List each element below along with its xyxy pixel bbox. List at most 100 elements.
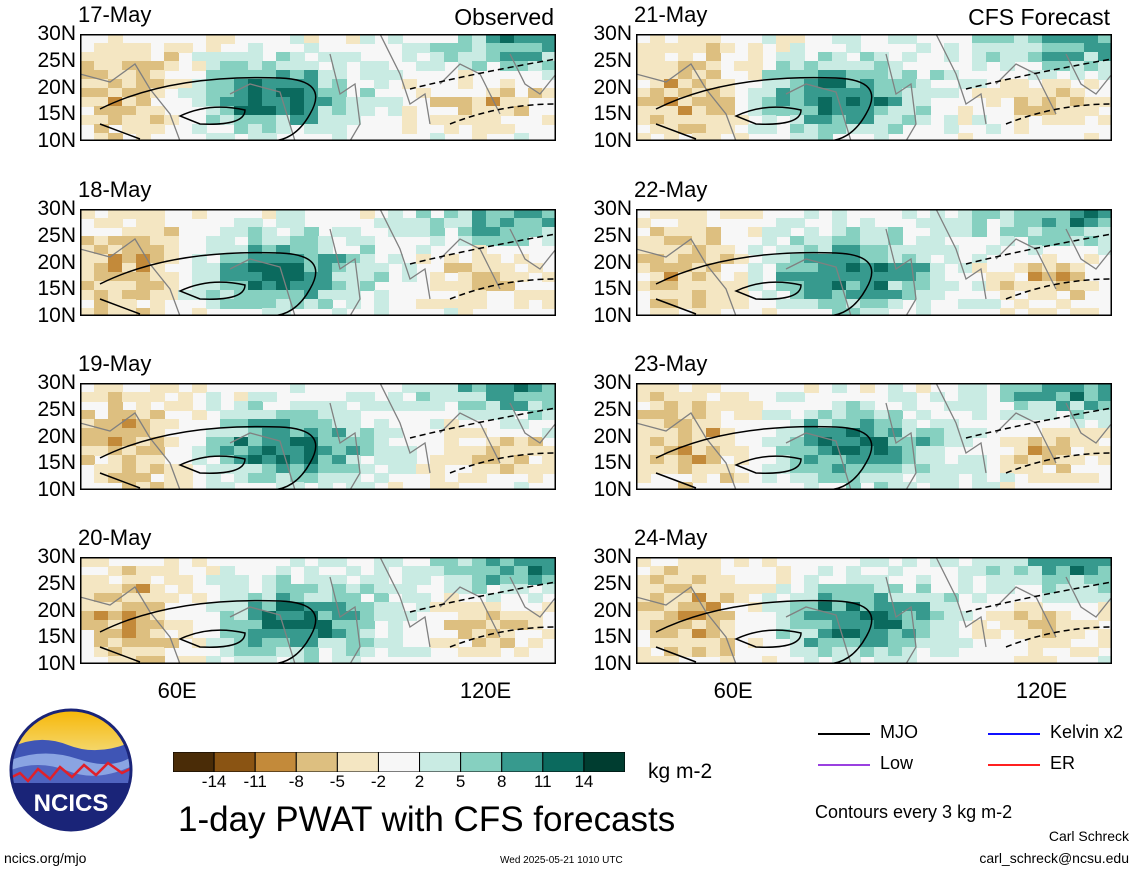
- latitude-label: 10N: [37, 478, 76, 501]
- latitude-label: 15N: [37, 277, 76, 301]
- latitude-label: 15N: [37, 625, 76, 649]
- latitude-label: 10N: [37, 304, 76, 327]
- panel-date: 23-May: [634, 351, 708, 376]
- latitude-label: 20N: [593, 424, 632, 448]
- colorbar-swatch: [460, 751, 503, 773]
- latitude-label: 10N: [593, 652, 632, 675]
- panel-date: 24-May: [634, 525, 708, 550]
- figure-title: 1-day PWAT with CFS forecasts: [178, 800, 676, 839]
- colorbar-swatch: [583, 751, 626, 773]
- legend-label: Kelvin x2: [1050, 722, 1124, 742]
- pwat-anomaly-map: [80, 209, 556, 316]
- footer-site: ncics.org/mjo: [4, 850, 87, 866]
- legend-line-swatch: [818, 733, 870, 735]
- panel-date: 22-May: [634, 177, 708, 202]
- latitude-label: 25N: [37, 223, 76, 247]
- colorbar-swatch: [419, 751, 462, 773]
- svg-text:NCICS: NCICS: [34, 790, 109, 817]
- colorbar-unit: kg m-2: [648, 760, 713, 783]
- colorbar-swatch: [336, 751, 379, 773]
- latitude-label: 25N: [37, 571, 76, 595]
- contour-note: Contours every 3 kg m-2: [815, 802, 1013, 822]
- colorbar-tick: -5: [329, 772, 345, 791]
- latitude-label: 10N: [37, 129, 76, 152]
- colorbar-tick: 11: [533, 772, 552, 791]
- latitude-label: 20N: [593, 598, 632, 622]
- latitude-label: 30N: [37, 371, 76, 394]
- colorbar-tick: -14: [201, 772, 227, 791]
- latitude-label: 15N: [37, 451, 76, 475]
- panel-date: 21-May: [634, 2, 708, 27]
- colorbar-tick: 2: [414, 772, 425, 791]
- panel-date: 18-May: [78, 177, 152, 202]
- pwat-anomaly-map: [636, 557, 1112, 664]
- longitude-label: 60E: [157, 678, 197, 703]
- colorbar-tick: 8: [496, 772, 507, 791]
- panel-date: 17-May: [78, 2, 152, 27]
- latitude-label: 15N: [593, 277, 632, 301]
- latitude-label: 25N: [37, 397, 76, 421]
- colorbar-swatch: [295, 751, 338, 773]
- longitude-label: 60E: [713, 678, 753, 703]
- colorbar-tick: 14: [574, 772, 594, 791]
- pwat-anomaly-map: [636, 34, 1112, 141]
- latitude-label: 30N: [593, 371, 632, 394]
- latitude-label: 30N: [37, 545, 76, 568]
- latitude-label: 15N: [593, 625, 632, 649]
- latitude-label: 30N: [593, 22, 632, 45]
- panel-date: 19-May: [78, 351, 152, 376]
- legend-line-swatch: [988, 764, 1040, 766]
- latitude-label: 20N: [593, 75, 632, 99]
- latitude-label: 25N: [593, 571, 632, 595]
- panel-date: 20-May: [78, 525, 152, 550]
- panel-source-tag: CFS Forecast: [968, 4, 1110, 30]
- colorbar-swatch: [542, 751, 585, 773]
- latitude-label: 10N: [593, 478, 632, 501]
- latitude-label: 30N: [593, 197, 632, 220]
- colorbar-swatch: [254, 751, 297, 773]
- colorbar-tick: -2: [370, 772, 387, 791]
- latitude-label: 15N: [37, 102, 76, 126]
- legend-line-swatch: [818, 764, 870, 766]
- colorbar-tick: -11: [243, 772, 267, 791]
- latitude-label: 20N: [37, 75, 76, 99]
- latitude-label: 10N: [593, 129, 632, 152]
- latitude-label: 10N: [593, 304, 632, 327]
- footer-author: Carl Schreck: [1048, 828, 1129, 844]
- colorbar-tick: 5: [455, 772, 466, 791]
- latitude-label: 20N: [37, 424, 76, 448]
- pwat-anomaly-map: [636, 209, 1112, 316]
- longitude-label: 120E: [459, 678, 512, 703]
- colorbar-swatch: [501, 751, 544, 773]
- legend-label: ER: [1050, 753, 1076, 773]
- latitude-label: 30N: [37, 197, 76, 220]
- latitude-label: 20N: [37, 250, 76, 274]
- colorbar-swatches: [172, 751, 626, 773]
- longitude-label: 120E: [1015, 678, 1068, 703]
- pwat-anomaly-map: [80, 34, 556, 141]
- latitude-label: 20N: [593, 250, 632, 274]
- footer-email: carl_schreck@ncsu.edu: [979, 850, 1129, 866]
- latitude-label: 25N: [593, 397, 632, 421]
- latitude-label: 20N: [37, 598, 76, 622]
- colorbar: [172, 751, 626, 773]
- latitude-label: 25N: [593, 48, 632, 72]
- latitude-label: 25N: [593, 223, 632, 247]
- latitude-label: 15N: [593, 451, 632, 475]
- pwat-anomaly-map: [80, 383, 556, 490]
- ncics-logo: NCICS: [8, 707, 134, 833]
- pwat-anomaly-map: [636, 383, 1112, 490]
- legend-label: MJO: [880, 722, 918, 742]
- colorbar-tick: -8: [288, 772, 304, 791]
- panel-source-tag: Observed: [454, 4, 554, 30]
- latitude-label: 10N: [37, 652, 76, 675]
- latitude-label: 15N: [593, 102, 632, 126]
- legend-label: Low: [880, 753, 914, 773]
- colorbar-swatch: [213, 751, 256, 773]
- latitude-label: 25N: [37, 48, 76, 72]
- latitude-label: 30N: [37, 22, 76, 45]
- colorbar-swatch: [172, 751, 215, 773]
- latitude-label: 30N: [593, 545, 632, 568]
- footer-timestamp: Wed 2025-05-21 1010 UTC: [500, 855, 623, 866]
- pwat-anomaly-map: [80, 557, 556, 664]
